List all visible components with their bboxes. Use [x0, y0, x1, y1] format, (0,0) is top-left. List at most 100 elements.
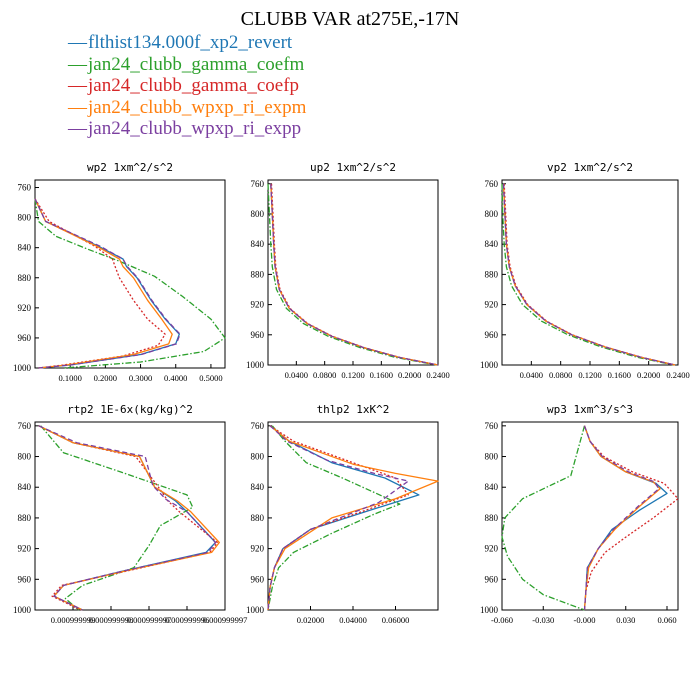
series-line [501, 183, 674, 366]
plot-frame [501, 421, 679, 611]
legend-label: jan24_clubb_wpxp_ri_expm [88, 96, 307, 118]
panel-title: rtp2 1E-6x(kg/kg)^2 [67, 403, 193, 416]
legend-label: jan24_clubb_wpxp_ri_expp [88, 118, 302, 139]
y-tick-label: 880 [251, 269, 265, 279]
series-line [270, 183, 439, 366]
x-tick-label: 0.000999997 [127, 615, 172, 625]
x-tick-label: 0.04000 [339, 615, 367, 625]
series-line [34, 198, 166, 369]
series-line [583, 425, 661, 611]
panel-title: thlp2 1xK^2 [317, 403, 390, 416]
x-tick-label: 0.2000 [398, 370, 421, 380]
x-tick-label: 0.000999996 [165, 615, 210, 625]
figure-title: CLUBB VAR at275E,-17N [240, 8, 460, 30]
series-line [34, 198, 181, 369]
panel-title: wp3 1xm^3/s^3 [547, 403, 633, 416]
series-line [502, 183, 676, 366]
series-line [38, 425, 219, 611]
y-tick-label: 920 [485, 544, 499, 554]
legend-line-icon: — [68, 53, 87, 75]
plot-frame [34, 421, 226, 611]
series-line [34, 198, 180, 369]
y-tick-label: 960 [485, 574, 499, 584]
y-tick-label: 880 [485, 513, 499, 523]
panel-1: wp2 1xm^2/s^2 760 800 840 880 920 960 1000 0.100… [13, 161, 226, 383]
y-tick-label: 960 [251, 574, 265, 584]
y-tick-label: 760 [251, 179, 265, 189]
x-tick-label: 0.000999999 [51, 615, 96, 625]
x-tick-label: 0.4000 [164, 373, 187, 383]
y-tick-label: 1000 [480, 605, 499, 615]
legend-item: —flthist134.000f_xp2_revert [68, 32, 306, 54]
series-line [270, 183, 439, 366]
y-tick-label: 760 [485, 179, 499, 189]
y-tick-label: 1000 [13, 363, 32, 373]
series-line [502, 183, 676, 366]
series-line [34, 198, 173, 369]
y-tick-label: 760 [18, 421, 32, 431]
x-tick-label: 0.030 [616, 615, 635, 625]
legend-line-icon: — [68, 96, 87, 118]
y-tick-label: 920 [18, 303, 32, 313]
x-tick-label: 0.2000 [637, 370, 660, 380]
plot-frame [267, 179, 439, 366]
y-tick-label: 920 [251, 544, 265, 554]
x-tick-label: 0.060 [657, 615, 676, 625]
x-tick-label: 0.3000 [129, 373, 152, 383]
y-tick-label: 1000 [13, 605, 32, 615]
x-tick-label: 0.1200 [341, 370, 364, 380]
y-tick-label: 760 [18, 183, 32, 193]
series-line [267, 183, 437, 366]
series-line [34, 198, 226, 369]
series-line [267, 425, 420, 611]
legend-item: —jan24_clubb_gamma_coefm [68, 54, 306, 76]
panel-title: vp2 1xm^2/s^2 [547, 161, 633, 174]
series-line [583, 425, 660, 611]
y-tick-label: 840 [251, 239, 265, 249]
y-tick-label: 800 [18, 452, 32, 462]
x-tick-label: 0.0400 [285, 370, 308, 380]
y-tick-label: 840 [18, 243, 32, 253]
x-tick-label: 0.000999997 [203, 615, 248, 625]
y-tick-label: 960 [251, 330, 265, 340]
legend-label: flthist134.000f_xp2_revert [88, 32, 293, 53]
y-tick-label: 920 [485, 300, 499, 310]
x-tick-label: 0.1000 [58, 373, 81, 383]
x-tick-label: 0.1200 [578, 370, 601, 380]
series-line [270, 183, 439, 366]
x-tick-label: 0.0400 [520, 370, 543, 380]
plot-frame [34, 179, 226, 369]
series-line [267, 425, 401, 611]
x-tick-label: 0.0800 [549, 370, 572, 380]
x-tick-label: -0.030 [532, 615, 554, 625]
y-tick-label: 840 [485, 239, 499, 249]
x-tick-label: -0.060 [491, 615, 513, 625]
legend-line-icon: — [68, 75, 87, 96]
panel-6: wp3 1xm^3/s^3 760 800 840 880 920 960 1000-0.06… [480, 403, 679, 625]
x-tick-label: 0.000999998 [89, 615, 134, 625]
panel-2: up2 1xm^2/s^2 760 800 840 880 920 960 1000 0.040… [246, 161, 450, 380]
series-line [40, 425, 194, 611]
series-line [267, 425, 409, 611]
y-tick-label: 800 [251, 452, 265, 462]
x-tick-label: 0.1600 [608, 370, 631, 380]
series-line [270, 183, 439, 366]
panel-3: vp2 1xm^2/s^2 760 800 840 880 920 960 1000 0.040… [480, 161, 690, 380]
y-tick-label: 880 [251, 513, 265, 523]
legend-item: —jan24_clubb_wpxp_ri_expm [68, 97, 306, 119]
legend-label: jan24_clubb_gamma_coefp [88, 75, 300, 96]
y-tick-label: 840 [18, 482, 32, 492]
legend-label: jan24_clubb_gamma_coefm [88, 53, 305, 75]
x-tick-label: 0.06000 [382, 615, 410, 625]
y-tick-label: 960 [18, 333, 32, 343]
x-tick-label: 0.2000 [94, 373, 117, 383]
series-line [502, 183, 676, 366]
y-tick-label: 960 [18, 574, 32, 584]
y-tick-label: 760 [251, 421, 265, 431]
y-tick-label: 840 [485, 482, 499, 492]
y-tick-label: 840 [251, 482, 265, 492]
y-tick-label: 920 [251, 300, 265, 310]
series-line [267, 425, 409, 611]
x-tick-label: 0.2400 [426, 370, 449, 380]
